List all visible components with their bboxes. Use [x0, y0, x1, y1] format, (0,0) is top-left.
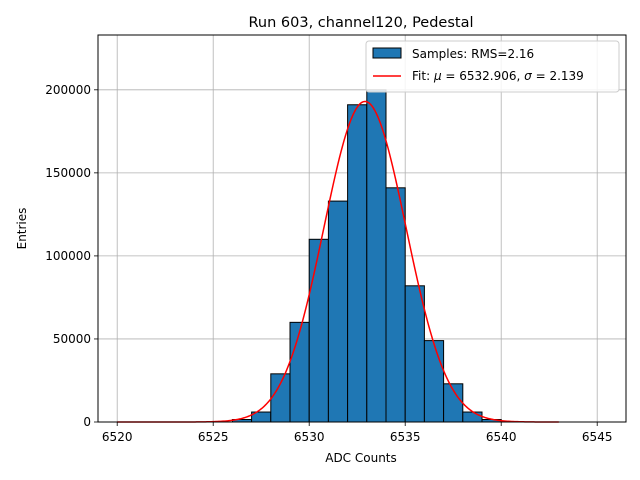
legend-histogram-swatch — [372, 47, 402, 59]
chart-title: Run 603, channel120, Pedestal — [248, 15, 473, 31]
y-tick-label: 0 — [83, 415, 91, 429]
x-tick-label: 6520 — [102, 430, 133, 444]
x-tick-label: 6530 — [294, 430, 325, 444]
legend-histogram-label: Samples: RMS=2.16 — [412, 47, 534, 61]
y-tick-label: 200000 — [45, 83, 91, 97]
legend: Samples: RMS=2.16 Fit: μ = 6532.906, σ =… — [365, 40, 620, 93]
x-tick-label: 6545 — [582, 430, 613, 444]
histogram-bar-7 — [366, 89, 387, 423]
legend-fit-mu-symbol: μ — [433, 69, 442, 83]
x-axis-ticks: 6520 6525 6530 6535 6540 6545 — [102, 422, 613, 444]
y-axis-label: Entries — [15, 208, 29, 250]
legend-fit-mu-value: = 6532.906, — [442, 69, 525, 83]
histogram-bar-4 — [308, 238, 329, 423]
y-tick-label: 150000 — [45, 166, 91, 180]
histogram-bar-2 — [270, 373, 291, 423]
x-tick-label: 6540 — [486, 430, 517, 444]
histogram-bar-10 — [423, 340, 445, 423]
legend-frame — [365, 40, 620, 93]
histogram-bar-12 — [462, 411, 483, 423]
legend-fit-prefix: Fit: — [412, 69, 434, 83]
histogram-bar-9 — [404, 285, 425, 423]
plot-area-frame — [97, 34, 627, 423]
histogram-bar-8 — [385, 187, 406, 423]
y-axis-ticks: 0 50000 100000 150000 200000 — [45, 83, 98, 429]
legend-fit-sigma-value: = 2.139 — [532, 69, 584, 83]
y-tick-label: 50000 — [53, 332, 91, 346]
histogram-bar-3 — [289, 321, 310, 423]
histogram-bar-5 — [327, 200, 349, 423]
x-tick-label: 6525 — [198, 430, 229, 444]
y-tick-label: 100000 — [45, 249, 91, 263]
histogram-bars — [231, 89, 502, 423]
histogram-bar-6 — [347, 104, 368, 423]
legend-fit-sigma-symbol: σ — [524, 69, 532, 83]
x-axis-label: ADC Counts — [325, 451, 397, 465]
x-tick-label: 6535 — [390, 430, 421, 444]
legend-fit-label: Fit: μ = 6532.906, σ = 2.139 — [412, 69, 584, 83]
